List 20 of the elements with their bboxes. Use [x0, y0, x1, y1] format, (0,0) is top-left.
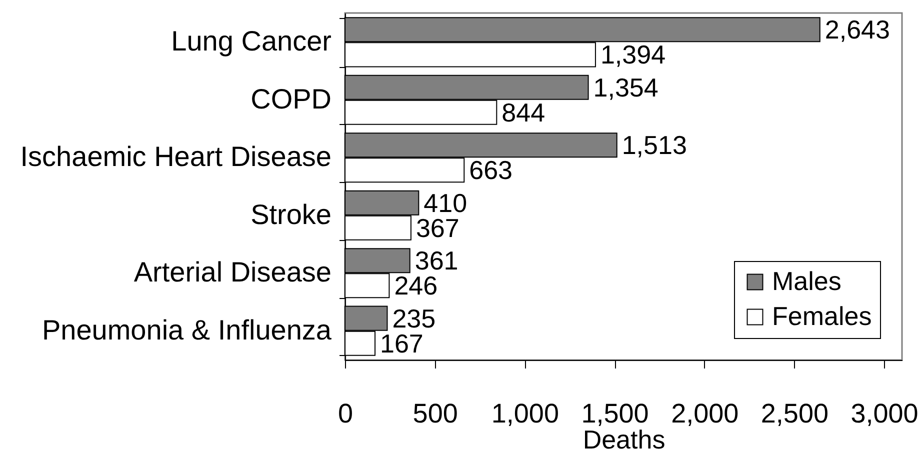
- y-tick-label: Arterial Disease: [134, 256, 332, 288]
- x-tick-label: 3,000: [850, 398, 918, 428]
- data-label: 844: [502, 97, 546, 128]
- legend-label: Females: [772, 301, 872, 331]
- legend-label: Males: [772, 266, 842, 296]
- x-tick-label: 1,000: [491, 398, 559, 428]
- y-tick-label: COPD: [250, 83, 332, 114]
- data-label: 2,643: [824, 14, 890, 45]
- data-label: 663: [469, 155, 513, 186]
- x-tick-label: 500: [412, 398, 458, 428]
- x-tick-label: 2,000: [671, 398, 739, 428]
- data-label: 1,354: [593, 72, 658, 102]
- y-tick-label: Ischaemic Heart Disease: [20, 141, 332, 172]
- data-label: 1,513: [622, 130, 687, 160]
- y-tick-label: Stroke: [250, 198, 332, 230]
- data-label: 1,394: [600, 40, 666, 70]
- x-tick-label: 0: [338, 398, 354, 428]
- y-tick-label: Pneumonia & Influenza: [42, 314, 332, 346]
- y-tick-label: Lung Cancer: [171, 26, 332, 57]
- x-tick-label: 2,500: [760, 398, 828, 428]
